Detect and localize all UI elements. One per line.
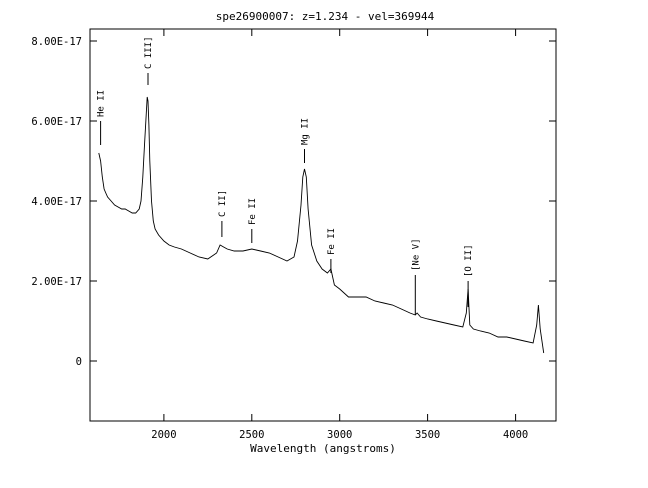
y-tick-label: 8.00E-17 — [31, 36, 82, 48]
plot-frame — [89, 28, 557, 422]
chart-title: spe26900007: z=1.234 - vel=369944 — [216, 10, 435, 23]
line-marker-label: [O II] — [464, 244, 474, 277]
spectrum-line — [98, 96, 545, 354]
line-marker-label: He II — [97, 90, 107, 117]
line-marker-label: Fe II — [248, 198, 258, 225]
y-tick-label: 4.00E-17 — [31, 196, 82, 208]
x-tick-label: 2500 — [239, 429, 264, 441]
y-tick-label: 6.00E-17 — [31, 116, 82, 128]
x-axis-label: Wavelength (angstroms) — [250, 442, 396, 455]
x-tick-label: 3000 — [327, 429, 352, 441]
line-marker-label: [Ne V] — [411, 238, 421, 271]
line-marker-label: Mg II — [301, 118, 311, 145]
x-tick-label: 2000 — [151, 429, 176, 441]
x-tick-label: 3500 — [415, 429, 440, 441]
line-marker-label: C II] — [218, 190, 228, 217]
y-tick-label: 0 — [76, 356, 82, 368]
axis-ticks: 2000 2500 3000 3500 4000 0 2.00E-17 4.00E-17 6.0… — [31, 29, 556, 441]
emission-line-markers: He II C III] C II] Fe II Mg II Fe II [Ne V] [O … — [97, 36, 474, 315]
line-marker-label: C III] — [144, 36, 154, 69]
x-tick-label: 4000 — [503, 429, 528, 441]
line-marker-label: Fe II — [327, 228, 337, 255]
spectrum-series — [98, 96, 545, 354]
y-tick-label: 2.00E-17 — [31, 276, 82, 288]
